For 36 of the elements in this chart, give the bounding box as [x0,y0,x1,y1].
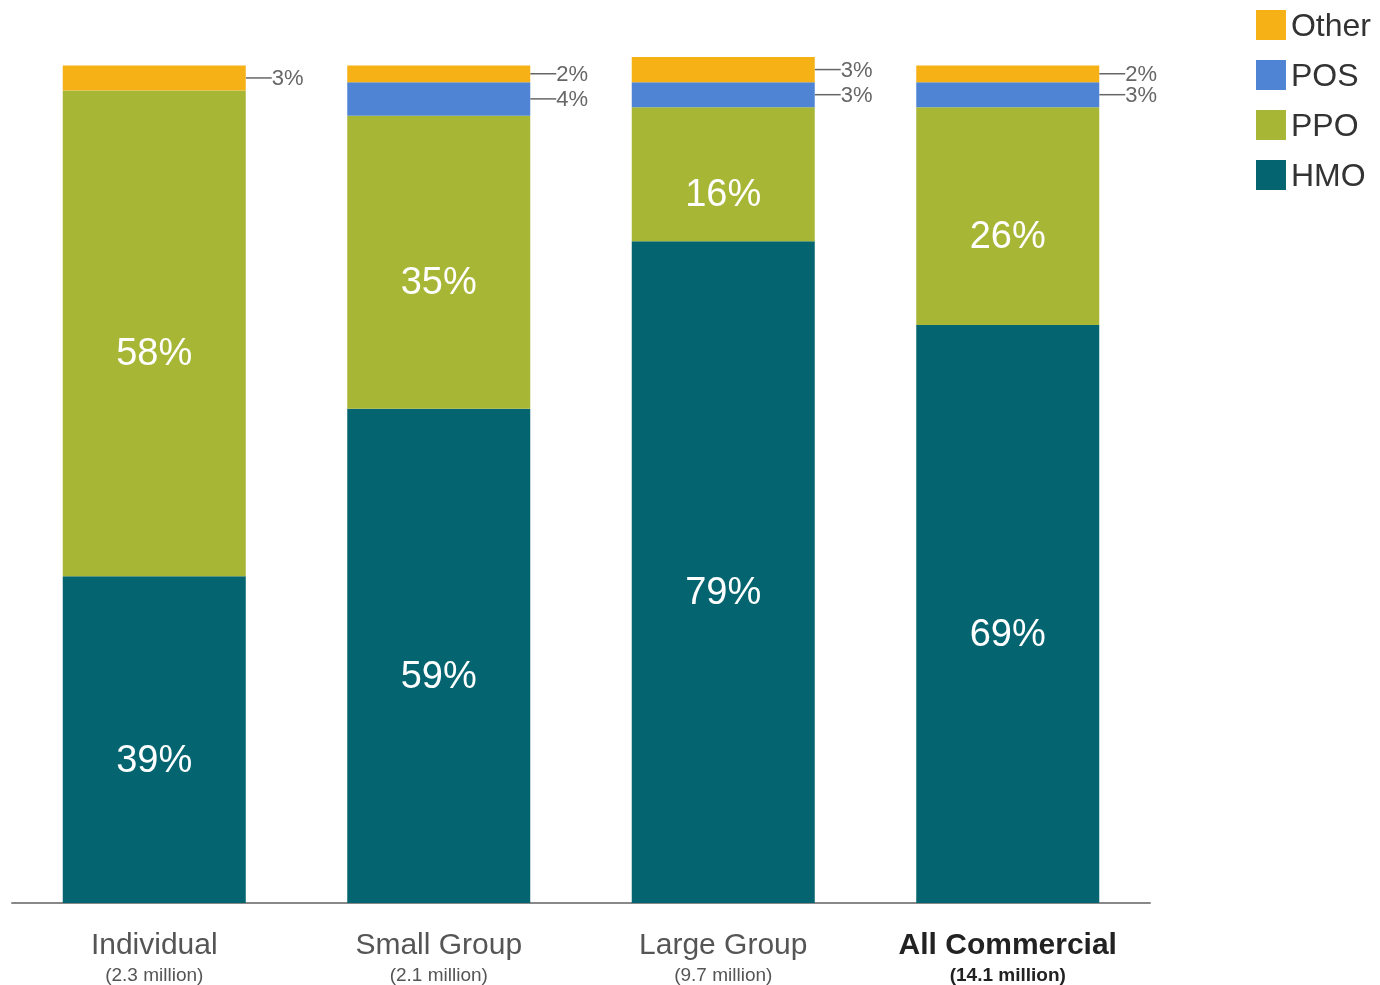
bar [347,408,531,903]
legend-label: POS [1290,57,1359,93]
bar [62,576,246,903]
legend-label: Other [1290,7,1372,43]
data-label: 4% [556,86,589,112]
data-label: 3% [840,82,873,108]
data-label: 3% [271,65,304,91]
x-tick-label: Large Group (9.7 million) [639,926,808,985]
bar [916,107,1100,326]
data-label: 79% [685,570,762,613]
bar [631,241,815,903]
data-label: 59% [400,653,477,696]
bar [916,325,1100,903]
data-label: 3% [840,57,873,83]
bar [916,65,1100,83]
legend-label: HMO [1290,157,1366,193]
data-label: 26% [969,214,1046,257]
x-tick-label: All Commercial (14.1 million) [898,926,1117,985]
data-label: 69% [969,612,1046,655]
bar [62,65,246,91]
bar [347,115,531,409]
bar [916,82,1100,108]
data-label: 39% [116,737,193,780]
data-label: 58% [116,331,193,374]
bar [631,107,815,242]
data-label: 16% [685,172,762,215]
bar [62,90,246,577]
bar [347,82,531,116]
data-label: 2% [556,61,589,87]
bar [631,57,815,83]
x-tick-label: Small Group (2.1 million) [355,926,523,985]
legend-label: PPO [1290,107,1359,143]
bar [347,65,531,83]
data-label: 35% [400,260,477,303]
x-tick-label: Individual (2.3 million) [90,926,218,985]
bar [631,82,815,108]
